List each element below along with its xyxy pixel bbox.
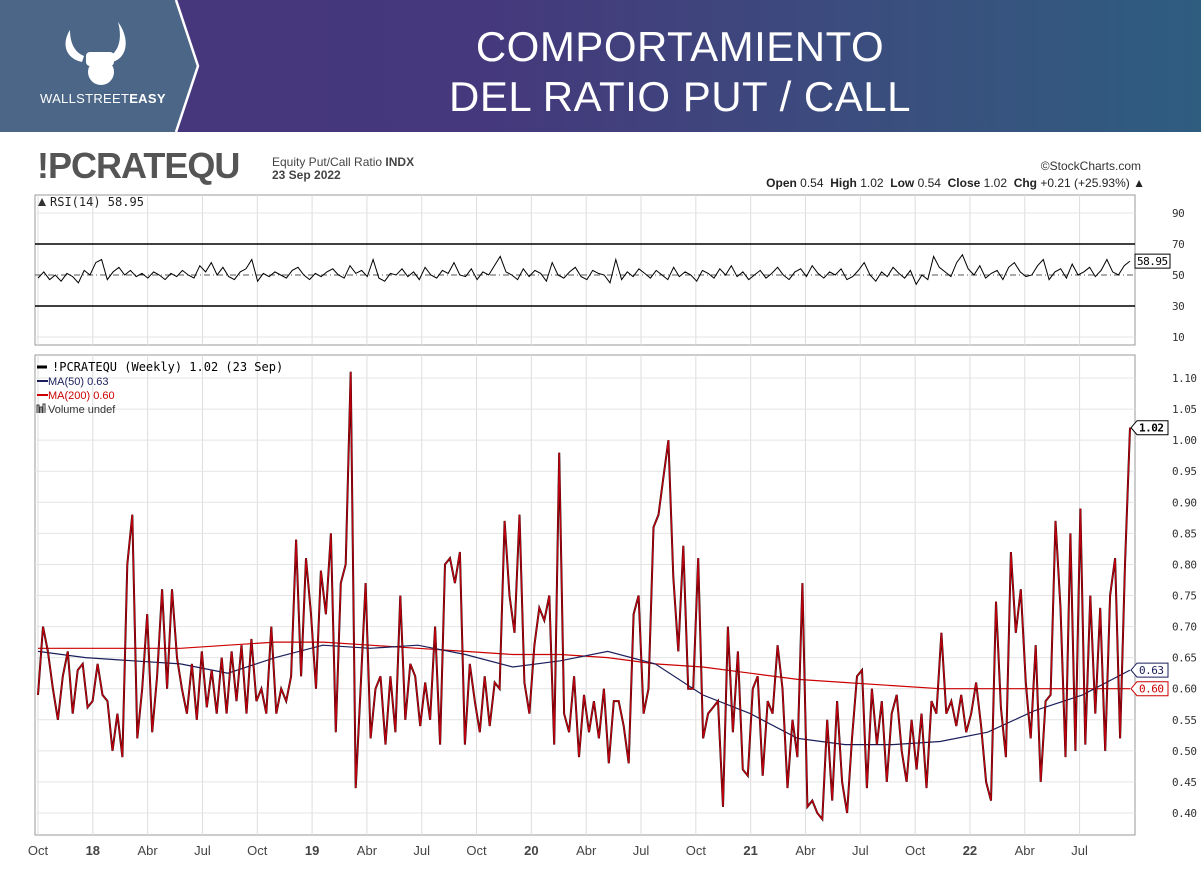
x-tick-label: Oct bbox=[28, 843, 49, 858]
banner-header: WALLSTREETEASY COMPORTAMIENTO DEL RATIO … bbox=[0, 0, 1201, 132]
chart-description: Equity Put/Call Ratio INDX 23 Sep 2022 bbox=[272, 155, 415, 182]
x-tick-label: Oct bbox=[247, 843, 268, 858]
page-title: COMPORTAMIENTO DEL RATIO PUT / CALL bbox=[448, 23, 911, 120]
legend-entry: MA(200) 0.60 bbox=[48, 390, 115, 402]
price-tick-label: 0.55 bbox=[1172, 714, 1197, 727]
x-tick-label: Oct bbox=[466, 843, 487, 858]
price-tick-label: 0.90 bbox=[1172, 496, 1197, 509]
price-tick-label: 0.85 bbox=[1172, 527, 1197, 540]
ma200-last-value-box bbox=[1130, 681, 1169, 697]
x-tick-label: 19 bbox=[305, 843, 319, 858]
chart-symbol: !PCRATEQU bbox=[37, 145, 240, 186]
rsi-icon bbox=[38, 198, 46, 206]
x-tick-label: 20 bbox=[524, 843, 538, 858]
price-tick-label: 0.65 bbox=[1172, 652, 1197, 665]
x-tick-label: Jul bbox=[1071, 843, 1088, 858]
price-tick-label: 1.05 bbox=[1172, 403, 1197, 416]
up-arrow-icon: ▲ bbox=[1133, 176, 1145, 190]
x-tick-label: 18 bbox=[86, 843, 100, 858]
x-tick-label: Jul bbox=[194, 843, 211, 858]
price-tick-label: 0.60 bbox=[1172, 683, 1197, 696]
price-tick-label: 1.00 bbox=[1172, 434, 1197, 447]
price-tick-label: 0.45 bbox=[1172, 776, 1197, 789]
rsi-last-value: 58.95 bbox=[1137, 255, 1168, 268]
x-tick-label: Oct bbox=[905, 843, 926, 858]
logo-text: WALLSTREETEASY bbox=[40, 91, 166, 106]
price-last-value: 1.02 bbox=[1139, 422, 1164, 435]
price-line-down-overlay bbox=[37, 371, 1131, 822]
price-last-value-box bbox=[1130, 420, 1169, 436]
price-tick-label: 0.80 bbox=[1172, 558, 1197, 571]
x-tick-label: Abr bbox=[357, 843, 378, 858]
logo bbox=[0, 0, 200, 132]
x-tick-label: Abr bbox=[795, 843, 816, 858]
rsi-tick-label: 90 bbox=[1172, 207, 1184, 220]
legend-entry: Volume undef bbox=[48, 404, 116, 416]
price-tick-label: 0.70 bbox=[1172, 621, 1197, 634]
x-tick-label: Abr bbox=[138, 843, 159, 858]
rsi-last-value-box bbox=[1134, 253, 1171, 269]
rsi-legend: RSI(14) 58.95 bbox=[50, 195, 144, 209]
copyright: ©StockCharts.com bbox=[1040, 159, 1141, 173]
price-panel bbox=[34, 354, 1136, 836]
x-tick-label: Abr bbox=[1015, 843, 1036, 858]
x-tick-label: 21 bbox=[743, 843, 757, 858]
x-tick-label: Jul bbox=[633, 843, 650, 858]
legend-entry: MA(50) 0.63 bbox=[48, 376, 109, 388]
price-tick-label: 0.50 bbox=[1172, 745, 1197, 758]
x-tick-label: Abr bbox=[576, 843, 597, 858]
rsi-line bbox=[37, 253, 1131, 286]
price-tick-label: 1.10 bbox=[1172, 372, 1197, 385]
bull-fist-icon bbox=[65, 22, 126, 85]
x-tick-label: Jul bbox=[413, 843, 430, 858]
ma50-last-value: 0.63 bbox=[1139, 664, 1164, 677]
rsi-tick-label: 10 bbox=[1172, 331, 1184, 344]
x-tick-label: 22 bbox=[963, 843, 977, 858]
rsi-tick-label: 70 bbox=[1172, 238, 1184, 251]
price-tick-label: 0.40 bbox=[1172, 807, 1197, 820]
price-tick-label: 0.75 bbox=[1172, 590, 1197, 603]
x-tick-label: Jul bbox=[852, 843, 869, 858]
rsi-panel bbox=[34, 194, 1136, 346]
legend-entry: !PCRATEQU (Weekly) 1.02 (23 Sep) bbox=[52, 360, 283, 374]
ma200-last-value: 0.60 bbox=[1139, 683, 1164, 696]
x-tick-label: Oct bbox=[686, 843, 707, 858]
volume-icon bbox=[36, 403, 46, 413]
rsi-tick-label: 50 bbox=[1172, 269, 1184, 282]
ma50-last-value-box bbox=[1130, 662, 1169, 678]
price-tick-label: 0.95 bbox=[1172, 465, 1197, 478]
rsi-tick-label: 30 bbox=[1172, 300, 1184, 313]
ohlc-readout: Open 0.54 High 1.02 Low 0.54 Close 1.02 … bbox=[766, 176, 1145, 190]
